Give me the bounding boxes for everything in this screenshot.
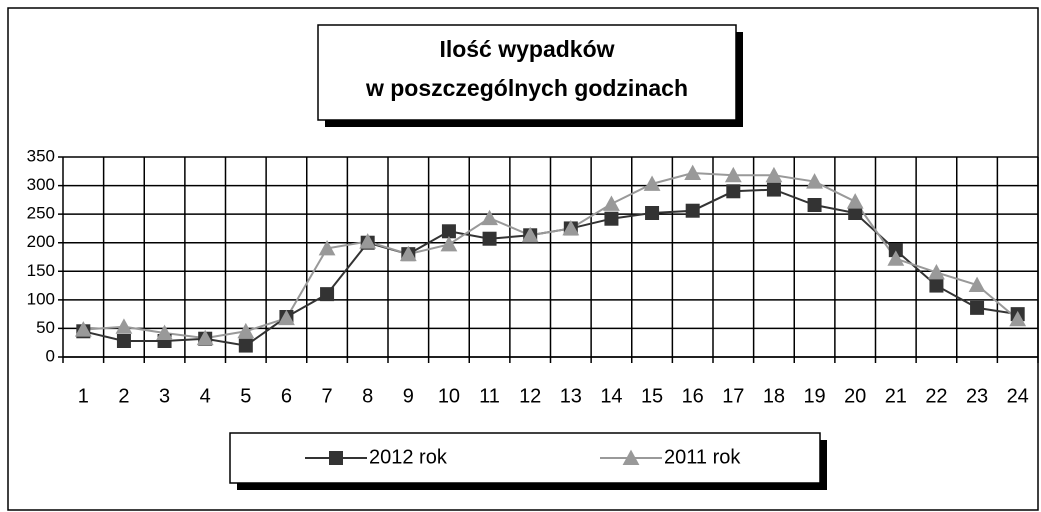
marker [278, 309, 295, 326]
marker [726, 184, 741, 199]
legend-label: 2012 rok [369, 446, 448, 468]
marker [807, 198, 822, 212]
x-tick-label: 18 [763, 385, 785, 407]
x-tick-label: 24 [1007, 385, 1029, 407]
marker [74, 321, 92, 337]
marker [329, 451, 343, 465]
x-tick-label: 9 [403, 385, 414, 407]
x-tick-label: 5 [240, 385, 251, 407]
marker [238, 338, 253, 353]
x-tick-label: 17 [722, 385, 744, 407]
marker [521, 226, 539, 243]
x-tick-label: 14 [600, 385, 622, 407]
chart-title: Ilość wypadków [439, 36, 614, 62]
marker [481, 209, 498, 226]
marker [929, 278, 944, 293]
y-tick-label: 150 [27, 261, 55, 280]
marker [116, 334, 131, 348]
marker [196, 329, 214, 346]
marker [968, 276, 986, 292]
x-tick-label: 1 [78, 385, 89, 407]
marker [724, 166, 742, 183]
marker [685, 203, 700, 218]
y-tick-label: 250 [27, 204, 55, 223]
y-tick-label: 350 [27, 146, 55, 165]
marker [887, 250, 905, 266]
x-tick-label: 4 [200, 385, 211, 407]
x-tick-label: 19 [803, 385, 825, 407]
x-tick-label: 7 [322, 385, 333, 407]
marker [806, 173, 823, 189]
legend-label: 2011 rok [664, 446, 741, 468]
marker [399, 245, 417, 262]
marker [645, 206, 660, 220]
x-tick-label: 11 [479, 385, 500, 407]
marker [482, 231, 497, 246]
x-tick-label: 3 [159, 385, 170, 407]
marker [604, 211, 619, 226]
marker [766, 182, 781, 197]
x-tick-label: 15 [641, 385, 663, 407]
marker [603, 195, 620, 211]
marker [318, 240, 336, 256]
y-tick-label: 50 [36, 318, 55, 337]
marker [888, 243, 903, 258]
x-tick-label: 22 [925, 385, 947, 407]
marker [684, 164, 702, 180]
y-tick-label: 0 [46, 346, 55, 365]
marker [846, 193, 864, 209]
marker [765, 166, 783, 183]
y-tick-label: 100 [27, 289, 55, 308]
marker [359, 233, 377, 249]
marker [562, 220, 580, 236]
x-tick-label: 21 [885, 385, 907, 407]
marker [643, 175, 661, 191]
x-tick-label: 12 [519, 385, 541, 407]
marker [928, 264, 945, 280]
marker [320, 287, 335, 302]
title-box [317, 24, 737, 121]
x-tick-label: 23 [966, 385, 988, 407]
marker [970, 300, 985, 315]
marker [237, 322, 255, 339]
x-tick-label: 20 [844, 385, 866, 407]
x-tick-label: 2 [118, 385, 129, 407]
marker [622, 449, 640, 465]
marker [440, 236, 458, 252]
chart-title: w poszczególnych godzinach [365, 75, 688, 101]
x-tick-label: 13 [560, 385, 582, 407]
x-tick-label: 6 [281, 385, 292, 407]
marker [441, 224, 456, 239]
marker [156, 324, 173, 340]
marker [848, 206, 863, 220]
x-tick-label: 16 [682, 385, 704, 407]
y-tick-label: 300 [27, 175, 55, 194]
x-tick-label: 8 [362, 385, 373, 407]
x-tick-label: 10 [438, 385, 460, 407]
y-tick-label: 200 [27, 232, 55, 251]
marker [115, 318, 133, 334]
marker [1009, 310, 1027, 327]
